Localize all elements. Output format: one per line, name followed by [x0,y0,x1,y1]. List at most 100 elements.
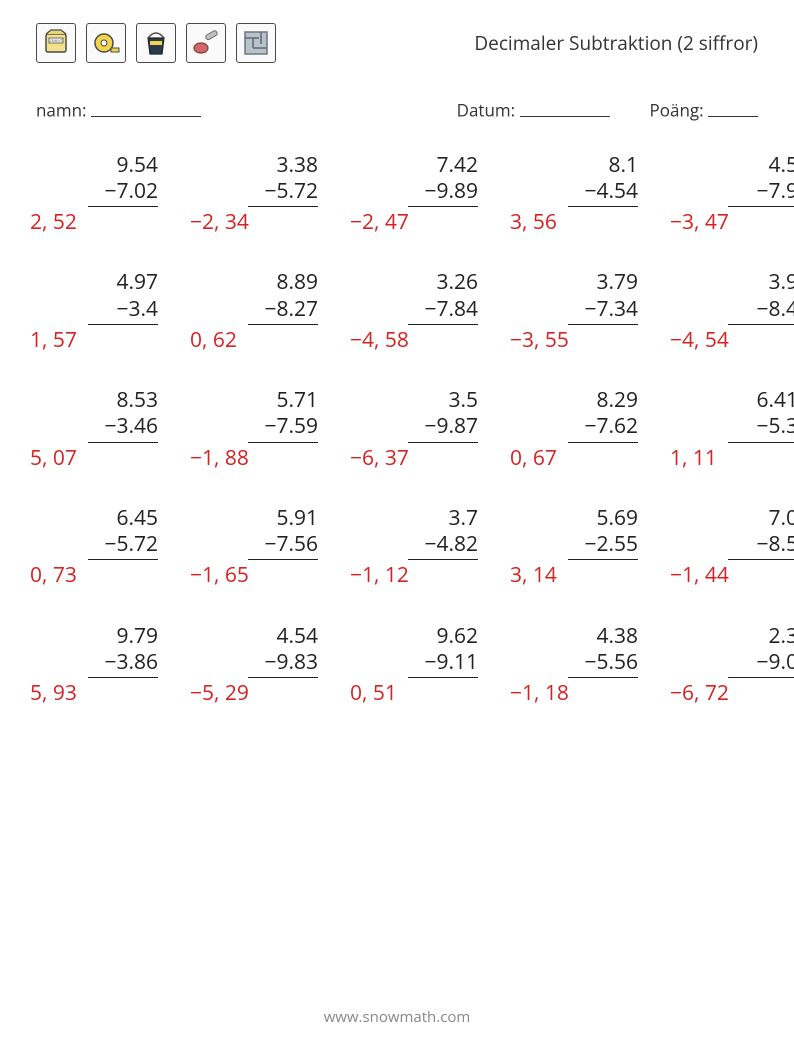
minuend: 9.79 [30,623,158,649]
answer: −3, 47 [670,209,794,235]
minuend: 9.54 [30,152,158,178]
answer: 0, 62 [190,327,318,353]
answer: −1, 18 [510,680,638,706]
answer: −1, 65 [190,562,318,588]
minuend: 4.5 [670,152,794,178]
minuend: 2.3 [670,623,794,649]
subtrahend: −9.0 [728,649,794,678]
subtrahend: −8.4 [728,296,794,325]
subtrahend: −8.27 [248,296,318,325]
worksheet-title: Decimaler Subtraktion (2 siffror) [474,30,758,56]
minuend: 8.89 [190,269,318,295]
problem-cell: 4.38−5.56−1, 18 [510,623,670,707]
minuend: 6.41 [670,387,794,413]
problem-cell: 5.91−7.56−1, 65 [190,505,350,589]
problems-grid: 9.54−7.022, 523.38−5.72−2, 347.42−9.89−2… [0,122,794,707]
minuend: 3.5 [350,387,478,413]
answer: −1, 44 [670,562,794,588]
subtrahend: −7.34 [568,296,638,325]
answer: −4, 58 [350,327,478,353]
chainsaw-icon [186,23,226,63]
problem-cell: 8.29−7.620, 67 [510,387,670,471]
answer: 3, 14 [510,562,638,588]
minuend: 3.7 [350,505,478,531]
maze-icon [236,23,276,63]
answer: −1, 12 [350,562,478,588]
answer: 3, 56 [510,209,638,235]
minuend: 6.45 [30,505,158,531]
problem-cell: 3.79−7.34−3, 55 [510,269,670,353]
problem-cell: 6.45−5.720, 73 [30,505,190,589]
info-row: namn: Datum: Poäng: [0,68,794,122]
footer: www.snowmath.com [0,1007,794,1027]
problem-cell: 5.69−2.553, 14 [510,505,670,589]
answer: −6, 72 [670,680,794,706]
answer: −4, 54 [670,327,794,353]
answer: −2, 47 [350,209,478,235]
problem-cell: 8.53−3.465, 07 [30,387,190,471]
problem-cell: 8.1−4.543, 56 [510,152,670,236]
subtrahend: −9.83 [248,649,318,678]
subtrahend: −8.5 [728,531,794,560]
minuend: 8.1 [510,152,638,178]
answer: 1, 57 [30,327,158,353]
answer: −5, 29 [190,680,318,706]
score-field: Poäng: [650,98,758,122]
date-label: Datum: [457,99,515,122]
score-blank [708,98,758,117]
header-icons: CEMENT [36,23,276,63]
footer-text: www.snowmath.com [324,1007,471,1027]
answer: 0, 73 [30,562,158,588]
subtrahend: −5.56 [568,649,638,678]
problem-cell: 8.89−8.270, 62 [190,269,350,353]
minuend: 4.54 [190,623,318,649]
name-blank [91,98,201,117]
problem-cell: 7.42−9.89−2, 47 [350,152,510,236]
subtrahend: −7.02 [88,178,158,207]
minuend: 3.26 [350,269,478,295]
subtrahend: −4.54 [568,178,638,207]
subtrahend: −3.86 [88,649,158,678]
problem-cell: 3.5−9.87 −6, 37 [350,387,510,471]
subtrahend: −7.9 [728,178,794,207]
answer: −3, 55 [510,327,638,353]
subtrahend: −5.72 [88,531,158,560]
subtrahend: −5.72 [248,178,318,207]
subtrahend: −2.55 [568,531,638,560]
subtrahend: −9.11 [408,649,478,678]
name-label: namn: [36,99,87,122]
minuend: 7.0 [670,505,794,531]
subtrahend: −3.46 [88,413,158,442]
answer: 0, 67 [510,445,638,471]
minuend: 9.62 [350,623,478,649]
answer: −2, 34 [190,209,318,235]
subtrahend: −7.56 [248,531,318,560]
subtrahend: −9.87 [408,413,478,442]
answer: −6, 37 [350,445,478,471]
date-field: Datum: [457,98,610,122]
worksheet-page: CEMENT [0,0,794,1053]
name-field: namn: [36,98,417,122]
problem-cell: 4.5−7.9−3, 47 [670,152,794,236]
problem-cell: 3.26−7.84−4, 58 [350,269,510,353]
problem-cell: 4.97−3.41, 57 [30,269,190,353]
minuend: 3.38 [190,152,318,178]
problem-cell: 6.41−5.3 1, 11 [670,387,794,471]
minuend: 4.97 [30,269,158,295]
answer: 5, 93 [30,680,158,706]
answer: 2, 52 [30,209,158,235]
problem-cell: 9.62−9.110, 51 [350,623,510,707]
answer: 5, 07 [30,445,158,471]
problem-cell: 9.54−7.022, 52 [30,152,190,236]
problem-cell: 5.71−7.59−1, 88 [190,387,350,471]
answer: 0, 51 [350,680,478,706]
subtrahend: −5.3 [728,413,794,442]
problem-cell: 9.79−3.865, 93 [30,623,190,707]
problem-cell: 7.0−8.5−1, 44 [670,505,794,589]
problem-cell: 3.38−5.72−2, 34 [190,152,350,236]
answer: 1, 11 [670,445,794,471]
answer: −1, 88 [190,445,318,471]
minuend: 5.71 [190,387,318,413]
problem-cell: 3.7−4.82−1, 12 [350,505,510,589]
minuend: 8.29 [510,387,638,413]
